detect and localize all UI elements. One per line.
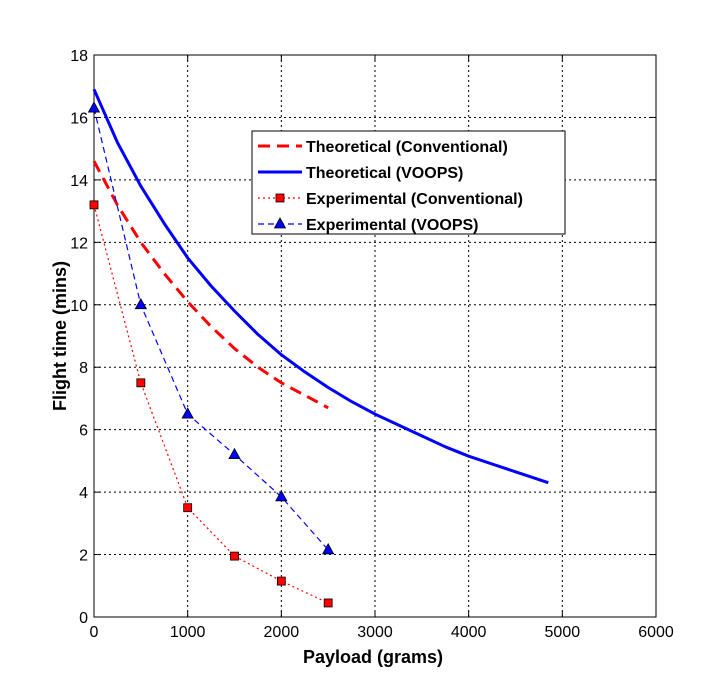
x-tick-label: 1000 (170, 624, 206, 641)
y-tick-label: 12 (70, 235, 88, 252)
x-tick-label: 3000 (357, 624, 393, 641)
point-experimental-conventional (230, 551, 239, 561)
point-experimental-conventional (276, 576, 286, 586)
point-experimental-voops (275, 489, 288, 502)
y-tick-label: 16 (70, 110, 88, 127)
point-experimental-voops (134, 297, 148, 310)
legend-label-experimental-conventional: Experimental (Conventional) (306, 191, 523, 208)
x-tick-label: 0 (90, 624, 99, 641)
y-tick-label: 2 (79, 548, 88, 565)
x-tick-label: 2000 (264, 624, 300, 641)
x-axis-title: Payload (grams) (303, 647, 443, 667)
legend-label-experimental-voops: Experimental (VOOPS) (306, 217, 479, 234)
line-experimental-conventional (93, 204, 329, 604)
legend-box (251, 130, 566, 235)
line-theoretical-conventional (92, 160, 329, 410)
point-experimental-conventional (89, 200, 99, 210)
legend-marker-experimental-voops (273, 217, 287, 229)
series-group (87, 88, 549, 608)
series-experimental-conventional (89, 200, 333, 608)
axis-ticks (93, 54, 657, 618)
point-experimental-conventional (136, 378, 146, 388)
line-theoretical-voops (92, 88, 549, 485)
y-tick-label: 10 (70, 298, 88, 315)
point-experimental-conventional (323, 598, 333, 608)
series-theoretical-conventional (92, 160, 329, 410)
x-tick-label: 5000 (545, 624, 581, 641)
line-experimental-voops (93, 107, 329, 551)
y-tick-labels: 0 2 4 6 8 10 12 14 16 18 (70, 48, 88, 627)
legend-label-theoretical-conventional: Theoretical (Conventional) (306, 139, 508, 156)
point-experimental-voops (321, 543, 335, 555)
grid (94, 55, 656, 617)
x-tick-labels: 0 1000 2000 3000 4000 5000 6000 (90, 624, 674, 641)
legend-marker-experimental-conventional (275, 193, 285, 203)
y-tick-label: 18 (70, 48, 88, 65)
legend: Theoretical (Conventional) Theoretical (V… (251, 130, 566, 235)
y-tick-label: 6 (79, 423, 88, 440)
point-experimental-voops (181, 407, 194, 419)
series-theoretical-voops (92, 88, 549, 485)
y-tick-label: 14 (70, 173, 88, 190)
y-tick-label: 0 (79, 610, 88, 627)
point-experimental-voops (87, 101, 101, 113)
point-experimental-conventional (183, 503, 193, 513)
point-experimental-voops (228, 447, 241, 460)
x-tick-label: 4000 (451, 624, 487, 641)
legend-label-theoretical-voops: Theoretical (VOOPS) (306, 165, 463, 182)
y-tick-label: 8 (79, 360, 88, 377)
y-tick-label: 4 (79, 485, 88, 502)
y-axis-title: Flight time (mins) (50, 261, 70, 411)
series-experimental-voops (87, 101, 335, 555)
x-tick-label: 6000 (638, 624, 674, 641)
